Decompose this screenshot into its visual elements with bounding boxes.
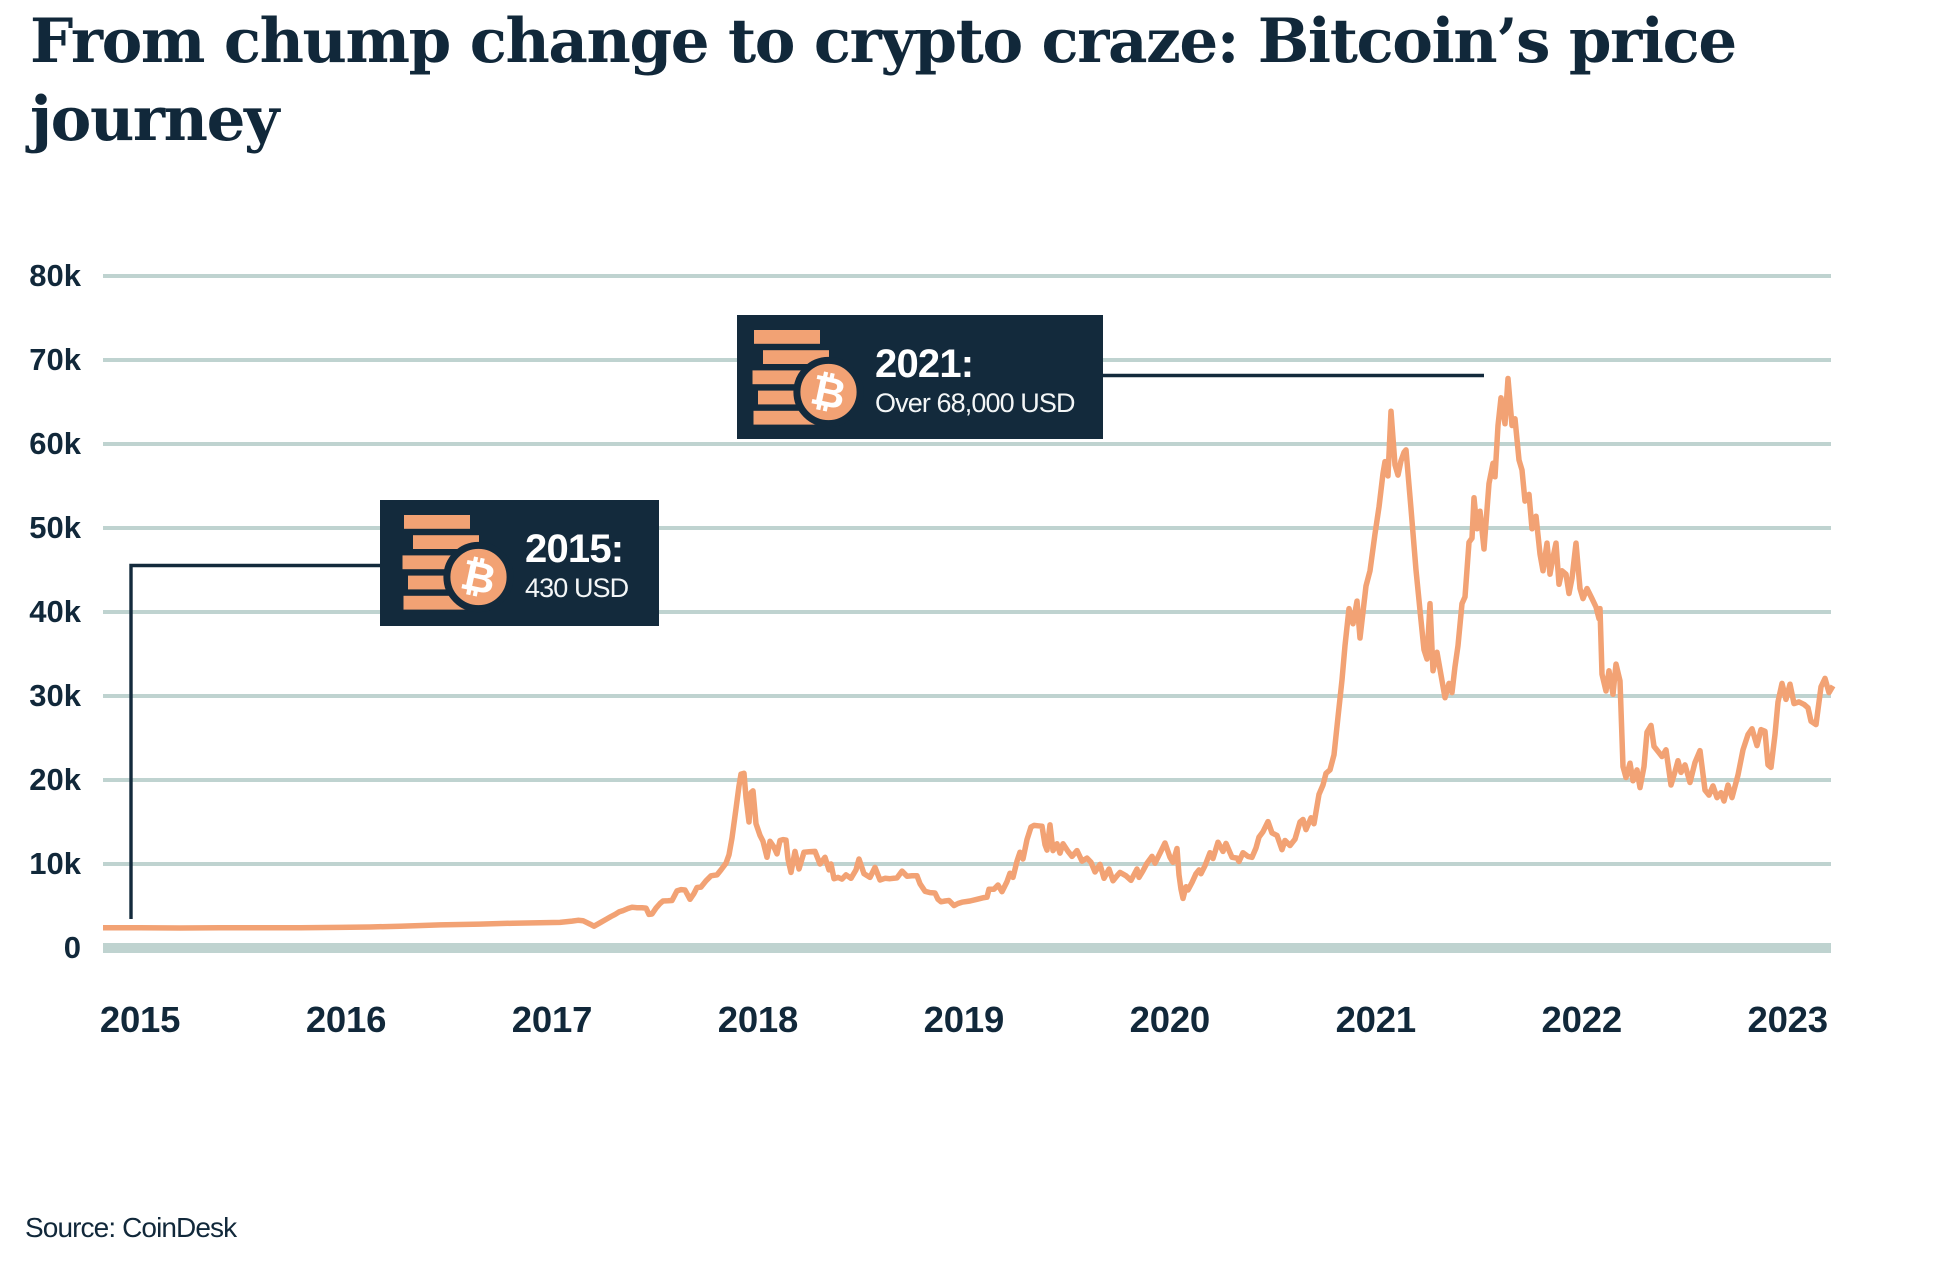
bitcoin-price-line: [103, 375, 1836, 931]
coin-bar: [754, 330, 820, 344]
x-tick-label-2022: 2022: [1541, 999, 1623, 1040]
coin-bar: [763, 350, 829, 364]
y-tick-label-0: 0: [63, 930, 81, 965]
x-tick-label-2021: 2021: [1335, 999, 1417, 1040]
bitcoin-coin-circle: [443, 541, 514, 613]
callout-2021: ₿ 2021: Over 68,000 USD: [737, 315, 1103, 439]
coin-bar: [413, 535, 479, 549]
y-tick-label-60k: 60k: [29, 426, 81, 461]
callout-2015-connector-line: [129, 563, 380, 919]
x-tick-label-2015: 2015: [99, 999, 181, 1040]
y-tick-label-10k: 10k: [29, 846, 81, 881]
y-tick-label-40k: 40k: [29, 594, 81, 629]
callout-2021-value: Over 68,000 USD: [875, 388, 1076, 418]
x-tick-label-2020: 2020: [1129, 999, 1211, 1040]
y-tick-label-30k: 30k: [29, 678, 81, 713]
y-tick-label-50k: 50k: [29, 510, 81, 545]
bitcoin-coin-circle: [793, 356, 864, 428]
callout-2015-value: 430 USD: [525, 573, 629, 603]
x-tick-label-2016: 2016: [305, 999, 387, 1040]
y-tick-label-20k: 20k: [29, 762, 81, 797]
y-tick-label-80k: 80k: [29, 258, 81, 293]
x-tick-label-2017: 2017: [511, 999, 593, 1040]
x-tick-label-2018: 2018: [717, 999, 799, 1040]
x-tick-label-2023: 2023: [1747, 999, 1828, 1040]
callout-2015: ₿ 2015: 430 USD: [380, 500, 659, 626]
x-tick-label-2019: 2019: [923, 999, 1005, 1040]
bitcoin-coin-stack-icon: ₿: [752, 330, 864, 428]
source-note: Source: CoinDesk: [25, 1212, 237, 1243]
bitcoin-coin-stack-icon: ₿: [402, 515, 514, 613]
y-tick-label-70k: 70k: [29, 342, 81, 377]
page-title: From chump change to crypto craze: Bitco…: [30, 6, 1737, 155]
coin-bar: [404, 515, 470, 529]
callout-2015-year: 2015:: [525, 527, 624, 571]
callout-2021-year: 2021:: [875, 342, 974, 386]
